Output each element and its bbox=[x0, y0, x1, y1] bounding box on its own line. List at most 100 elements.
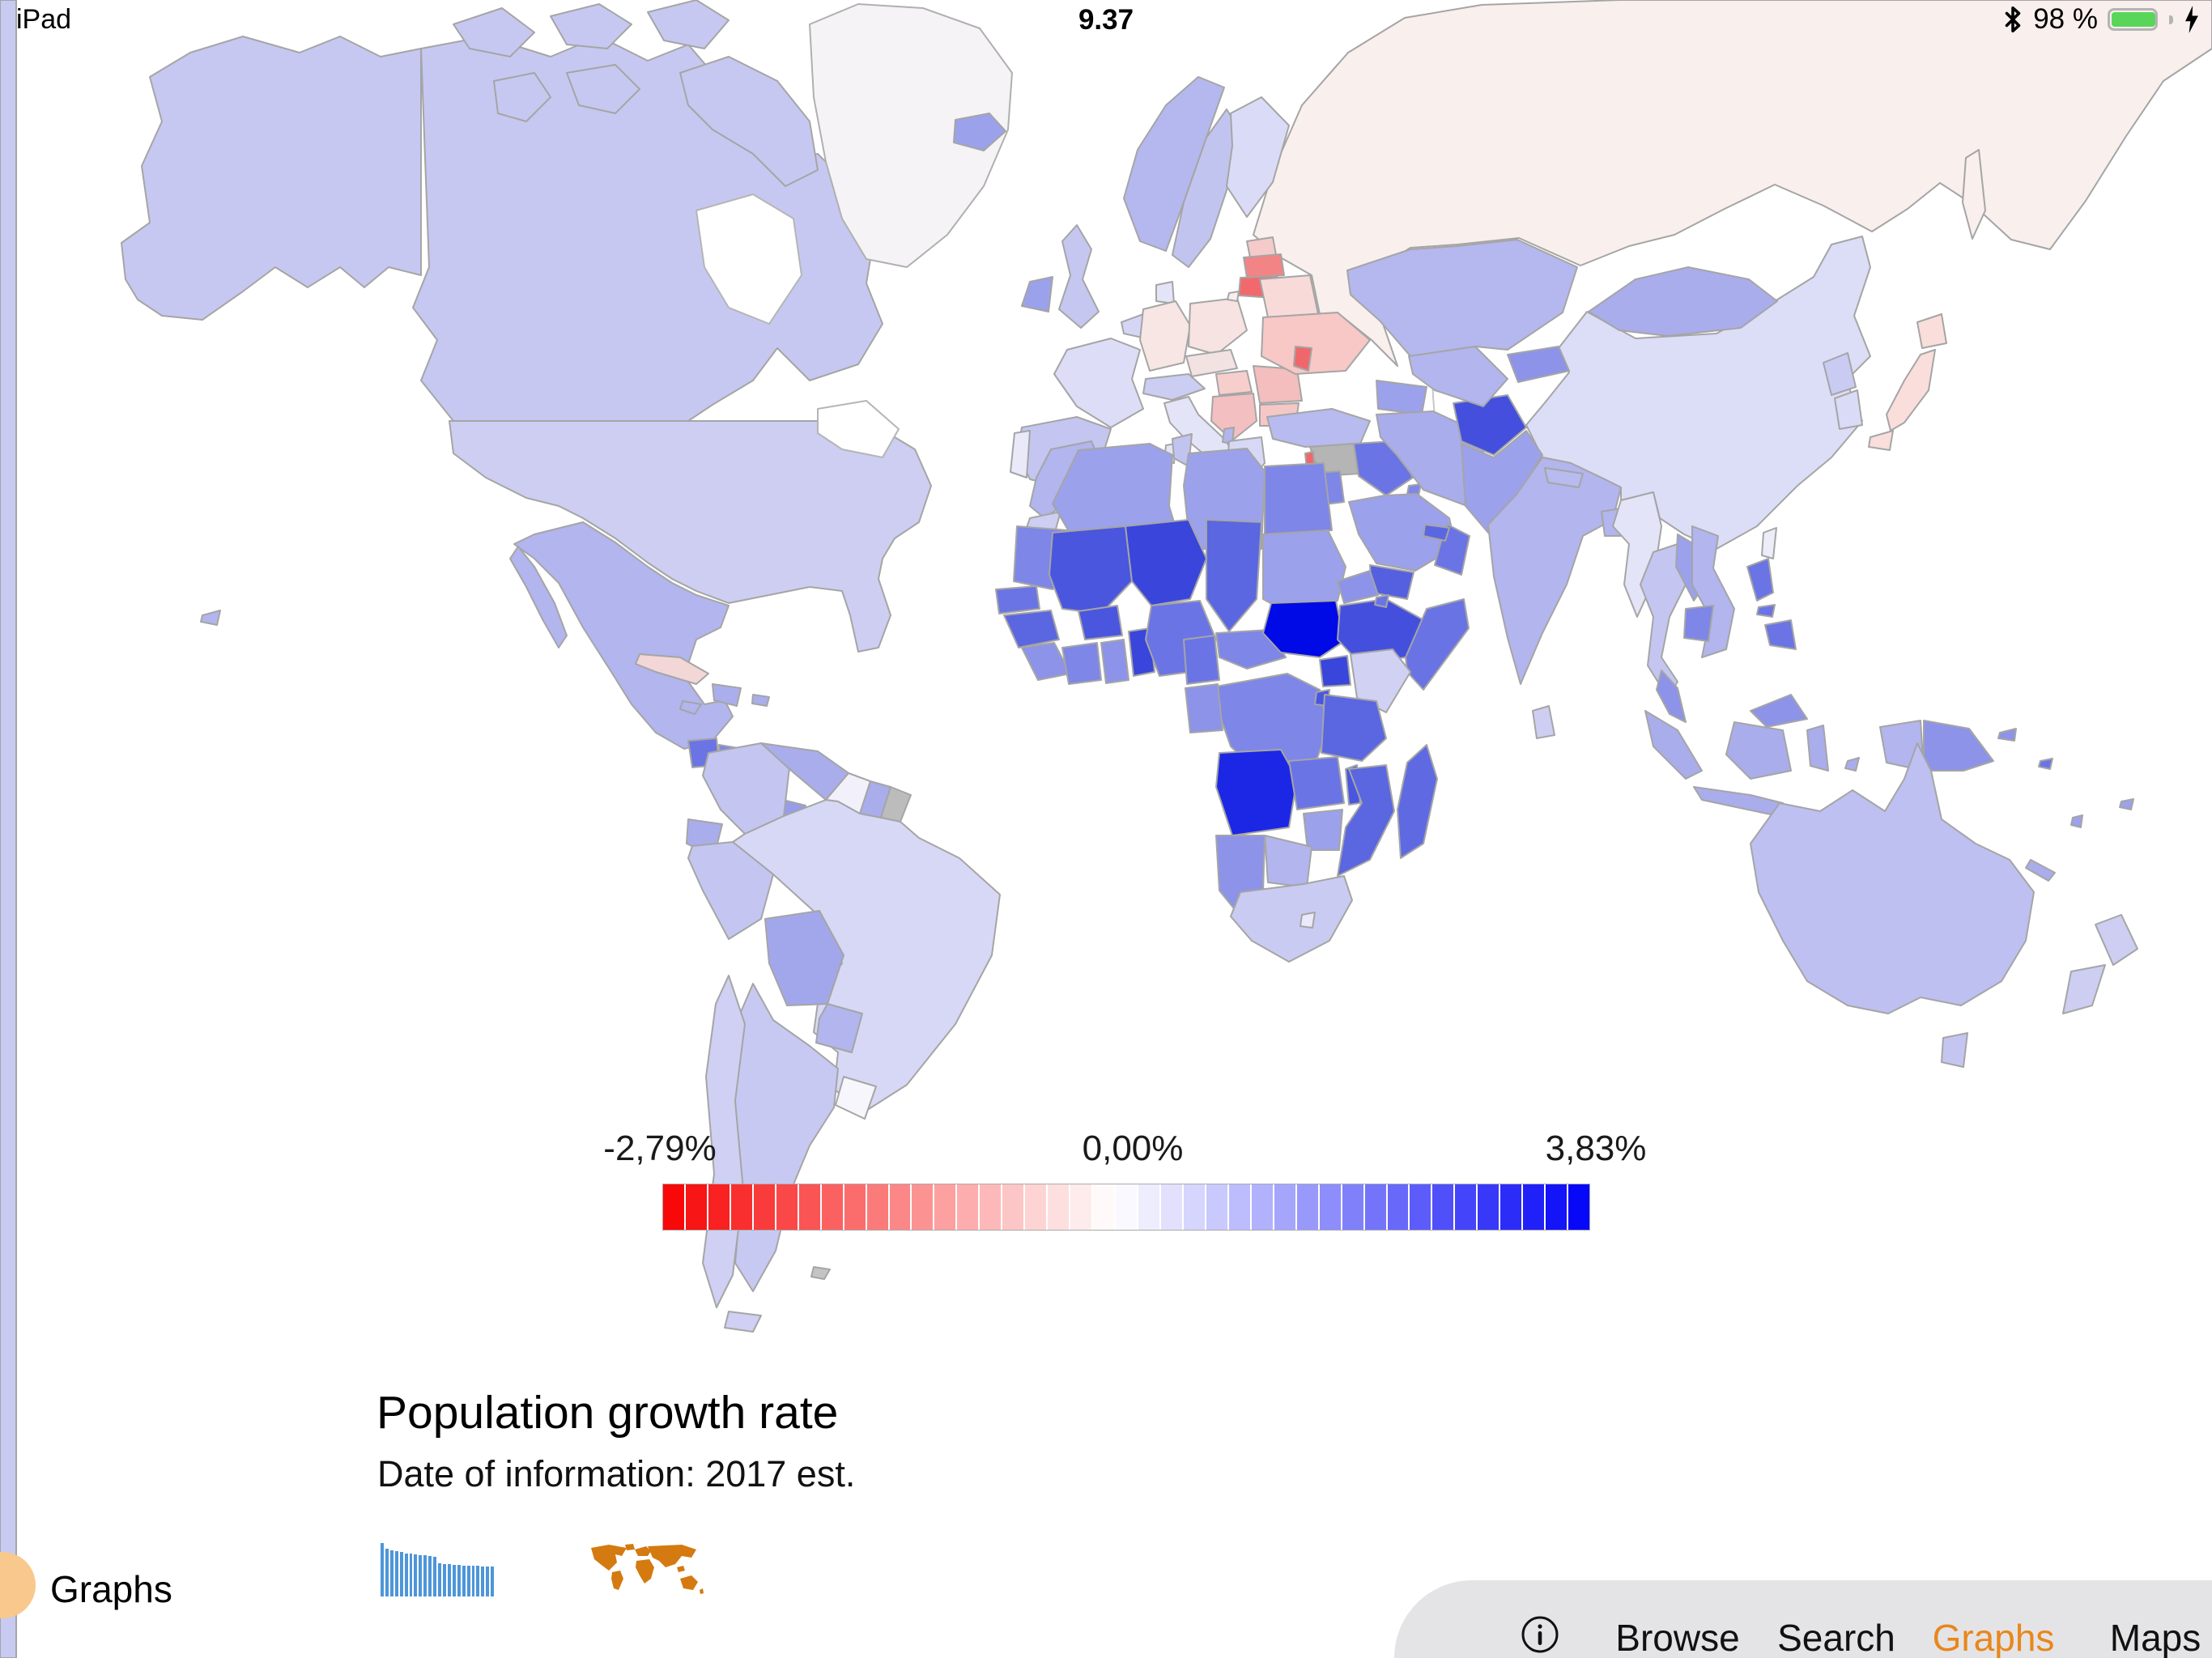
map-region-arctic-island-5[interactable] bbox=[493, 72, 551, 122]
map-region-afghanistan[interactable] bbox=[1453, 394, 1527, 456]
map-region-fiji[interactable] bbox=[2119, 798, 2134, 810]
map-region-south-africa[interactable] bbox=[1230, 875, 1353, 963]
map-region-madagascar[interactable] bbox=[1397, 744, 1438, 859]
map-region-canada[interactable] bbox=[412, 36, 883, 422]
map-region-sumatra[interactable] bbox=[1644, 710, 1703, 780]
map-region-croatia-serbia[interactable] bbox=[1210, 393, 1257, 441]
map-region-mexico[interactable] bbox=[513, 521, 734, 750]
map-region-turkey[interactable] bbox=[1266, 408, 1371, 448]
map-region-ivory-coast[interactable] bbox=[1061, 642, 1102, 685]
map-region-austria-switzerland[interactable] bbox=[1142, 373, 1206, 401]
map-region-malaysia-borneo[interactable] bbox=[1750, 694, 1808, 728]
map-region-angola[interactable] bbox=[1215, 749, 1298, 836]
map-region-arctic-island-2[interactable] bbox=[550, 3, 632, 49]
map-region-hawaii[interactable] bbox=[200, 610, 221, 626]
map-region-russia[interactable] bbox=[1253, 0, 2212, 367]
tab-graphs[interactable]: Graphs bbox=[1932, 1617, 2055, 1658]
map-region-baja-california[interactable] bbox=[509, 546, 568, 648]
map-region-hungary[interactable] bbox=[1215, 370, 1253, 396]
map-region-lesotho[interactable] bbox=[1300, 912, 1316, 929]
map-region-australia[interactable] bbox=[1750, 742, 2035, 1014]
map-region-kazakhstan[interactable] bbox=[1346, 239, 1578, 357]
map-region-north-korea[interactable] bbox=[1823, 352, 1857, 396]
map-region-alaska[interactable] bbox=[121, 36, 422, 321]
map-region-malaysia[interactable] bbox=[1656, 670, 1687, 723]
map-region-cameroon[interactable] bbox=[1183, 635, 1220, 685]
map-region-mali[interactable] bbox=[1049, 525, 1133, 614]
map-region-zimbabwe[interactable] bbox=[1303, 809, 1343, 851]
map-region-jamaica[interactable] bbox=[679, 700, 702, 715]
map-region-paraguay[interactable] bbox=[815, 1003, 863, 1053]
map-region-ireland[interactable] bbox=[1021, 276, 1053, 312]
map-region-japan-kyushu[interactable] bbox=[1868, 430, 1894, 451]
map-region-usa[interactable] bbox=[449, 420, 932, 653]
map-region-brazil[interactable] bbox=[732, 799, 1001, 1114]
map-region-guinea[interactable] bbox=[1003, 610, 1060, 648]
map-region-latvia[interactable] bbox=[1243, 253, 1285, 278]
map-region-uae-qatar[interactable] bbox=[1423, 524, 1450, 542]
map-region-uganda[interactable] bbox=[1319, 655, 1351, 687]
map-region-sudan[interactable] bbox=[1262, 529, 1346, 616]
map-region-kenya[interactable] bbox=[1350, 648, 1411, 713]
map-region-niger[interactable] bbox=[1125, 519, 1207, 606]
map-region-java[interactable] bbox=[1693, 786, 1784, 817]
map-region-maluku[interactable] bbox=[1844, 757, 1860, 772]
map-region-cuba[interactable] bbox=[635, 653, 709, 685]
map-region-eritrea[interactable] bbox=[1337, 570, 1379, 604]
map-region-papua-new-guinea[interactable] bbox=[1923, 720, 1994, 772]
map-region-philippines-mindanao[interactable] bbox=[1764, 619, 1797, 650]
map-region-tajikistan-kyrgyzstan[interactable] bbox=[1507, 346, 1570, 383]
map-region-turkmenistan-uzbekistan[interactable] bbox=[1408, 346, 1508, 407]
map-region-somalia[interactable] bbox=[1405, 598, 1470, 691]
map-region-new-zealand-south[interactable] bbox=[2062, 964, 2106, 1014]
map-region-germany[interactable] bbox=[1139, 300, 1191, 372]
map-region-belarus[interactable] bbox=[1259, 274, 1319, 318]
map-region-greenland[interactable] bbox=[809, 3, 1013, 268]
bar-chart-thumbnail[interactable] bbox=[381, 1543, 495, 1596]
map-region-portugal[interactable] bbox=[1010, 430, 1031, 478]
map-region-united-kingdom[interactable] bbox=[1058, 224, 1100, 329]
map-region-cambodia[interactable] bbox=[1683, 605, 1714, 642]
map-region-burkina-faso[interactable] bbox=[1078, 605, 1123, 640]
map-region-sulawesi[interactable] bbox=[1806, 725, 1829, 772]
map-region-iceland[interactable] bbox=[953, 113, 1006, 151]
map-region-moldova[interactable] bbox=[1293, 346, 1312, 372]
map-region-tanzania[interactable] bbox=[1321, 694, 1387, 762]
map-region-hispaniola[interactable] bbox=[712, 683, 742, 707]
map-region-new-britain[interactable] bbox=[1997, 728, 2017, 742]
map-region-taiwan[interactable] bbox=[1761, 527, 1777, 559]
map-region-falkland-islands[interactable] bbox=[810, 1266, 831, 1280]
map-region-sri-lanka[interactable] bbox=[1532, 705, 1555, 739]
map-region-peru[interactable] bbox=[687, 841, 774, 940]
map-region-uruguay[interactable] bbox=[835, 1076, 877, 1120]
map-region-new-caledonia[interactable] bbox=[2025, 859, 2056, 882]
map-region-japan-hokkaido[interactable] bbox=[1916, 313, 1947, 349]
map-region-mongolia[interactable] bbox=[1588, 266, 1778, 337]
map-region-finland[interactable] bbox=[1226, 96, 1290, 218]
tab-search[interactable]: Search bbox=[1777, 1617, 1895, 1658]
map-region-sweden[interactable] bbox=[1172, 108, 1241, 268]
map-region-vietnam[interactable] bbox=[1691, 525, 1735, 658]
map-region-vanuatu[interactable] bbox=[2070, 814, 2083, 828]
map-region-arctic-island-4[interactable] bbox=[566, 64, 640, 114]
map-region-solomon-islands[interactable] bbox=[2038, 758, 2053, 770]
map-region-senegal[interactable] bbox=[995, 585, 1040, 614]
map-region-india[interactable] bbox=[1487, 457, 1622, 685]
map-region-japan-honshu[interactable] bbox=[1886, 349, 1936, 432]
map-region-tasmania[interactable] bbox=[1941, 1032, 1968, 1068]
map-region-egypt[interactable] bbox=[1264, 462, 1333, 535]
map-region-arctic-island-3[interactable] bbox=[647, 0, 730, 49]
map-region-gabon-congo[interactable] bbox=[1185, 683, 1223, 733]
map-region-denmark[interactable] bbox=[1155, 281, 1175, 304]
map-region-caucasus[interactable] bbox=[1376, 380, 1427, 415]
map-region-chad[interactable] bbox=[1206, 519, 1262, 632]
map-region-tierra-del-fuego[interactable] bbox=[724, 1311, 762, 1333]
world-map-thumbnail[interactable] bbox=[585, 1543, 706, 1598]
map-region-france[interactable] bbox=[1053, 338, 1144, 428]
map-region-poland[interactable] bbox=[1188, 297, 1248, 355]
tab-browse[interactable]: Browse bbox=[1615, 1617, 1740, 1658]
map-region-mozambique[interactable] bbox=[1337, 764, 1395, 877]
map-region-puerto-rico[interactable] bbox=[751, 694, 770, 707]
map-region-djibouti[interactable] bbox=[1374, 594, 1389, 608]
map-region-czech-slovakia[interactable] bbox=[1185, 349, 1238, 377]
